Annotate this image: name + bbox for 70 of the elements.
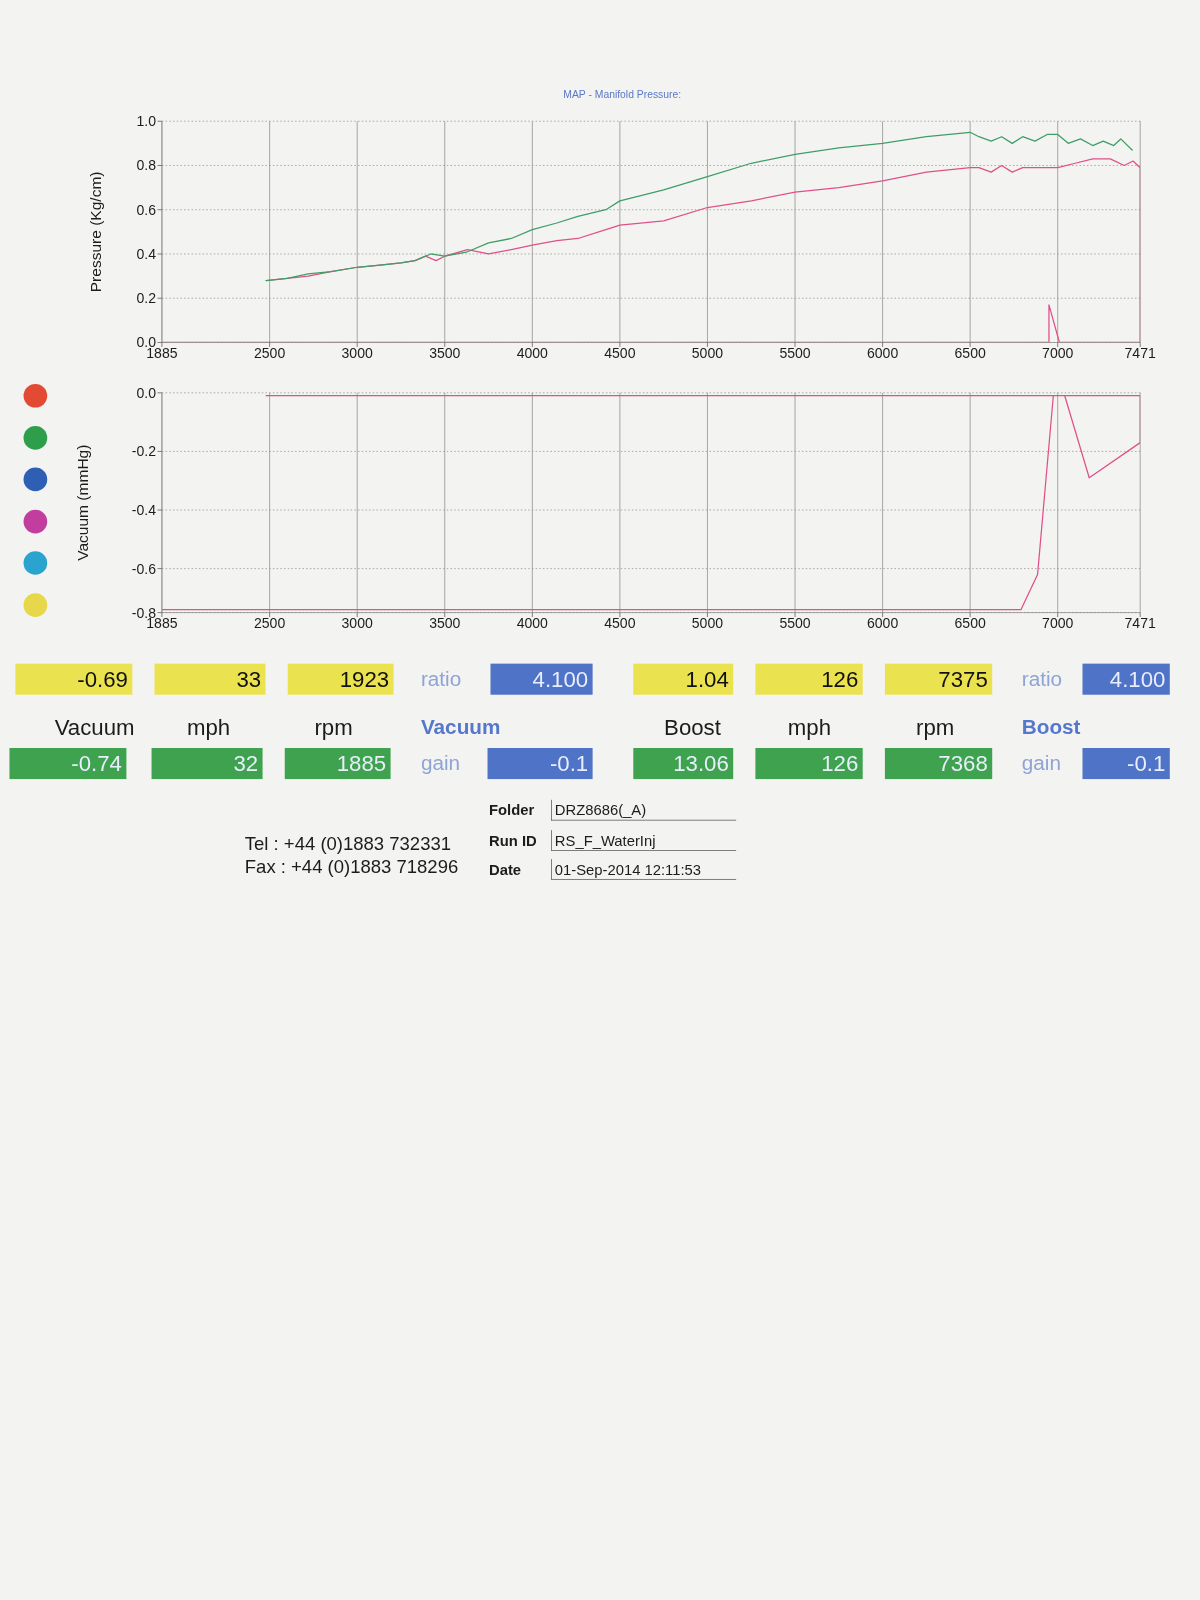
text: -0.69 [77,666,128,692]
text: rpm [314,714,353,740]
x-tick-label: 3500 [429,615,461,632]
text: Vacuum [54,714,135,740]
x-tick-label: 7000 [1042,345,1074,362]
y-axis-title: Vacuum (mmHg) [73,444,91,561]
text: 7368 [938,750,988,776]
x-tick-label: 5000 [691,615,724,632]
x-tick-label: 6500 [954,615,986,632]
text: 1.04 [685,666,729,692]
x-tick-label: 2500 [254,345,286,362]
text: Vacuum [420,715,501,739]
x-tick-label: 5500 [779,615,811,632]
y-tick-label: -0.6 [131,560,157,577]
text: mph [186,714,231,740]
y-tick-label: -0.4 [131,502,157,519]
text: ratio [1021,667,1063,691]
text: 4.100 [1109,666,1166,692]
text: 7375 [938,666,988,692]
chart-subtitle: MAP - Manifold Pressure: [563,87,682,100]
text: 4.100 [532,666,589,692]
x-tick-label: 7471 [1124,615,1157,632]
text: Folder [489,802,535,819]
y-tick-label: 0.6 [136,201,157,218]
text: gain [1021,751,1061,775]
x-tick-label: 7471 [1124,345,1157,362]
text: RS_F_WaterInj [554,831,656,849]
text: Run ID [489,832,537,849]
text: Fax : +44 (0)1883 718296 [244,855,459,877]
text: ratio [420,667,462,691]
x-tick-label: 4500 [604,345,636,362]
text: -0.1 [549,750,589,776]
text: 1885 [336,750,387,776]
y-tick-label: -0.2 [131,443,157,460]
text: -0.74 [71,750,122,776]
y-tick-label: 0.4 [136,245,157,262]
x-tick-label: 5000 [691,345,724,362]
text: rpm [916,714,955,740]
x-tick-label: 4500 [604,615,636,632]
y-tick-label: 0.8 [136,157,157,174]
text: Boost [664,714,721,740]
x-tick-label: 4000 [516,345,549,362]
x-tick-label: 4000 [516,615,549,632]
text: DRZ8686(_A) [554,801,647,818]
text: Tel : +44 (0)1883 732331 [244,832,452,854]
text: 13.06 [673,750,729,776]
y-tick-label: 1.0 [136,113,157,130]
y-tick-label: 0.2 [136,290,157,307]
text: 33 [236,666,262,692]
text: gain [420,751,461,775]
x-tick-label: 5500 [779,345,811,362]
text: 1923 [339,666,390,692]
text: 32 [233,750,259,776]
x-tick-label: 3000 [341,615,373,632]
x-tick-label: 3000 [341,345,373,362]
text: -0.1 [1127,750,1166,776]
text: 126 [821,666,859,692]
text: 126 [821,750,859,776]
x-tick-label: 6500 [954,345,986,362]
text: mph [787,714,832,740]
x-tick-label: 6000 [866,345,899,362]
x-tick-label: 2500 [254,615,286,632]
y-tick-label: 0.0 [136,384,157,401]
x-tick-label: 3500 [429,345,461,362]
y-axis-title: Pressure (Kg/cm) [86,171,104,293]
text: Date [489,861,522,878]
text: 01-Sep-2014 12:11:53 [554,860,702,878]
text: Boost [1021,715,1081,739]
x-tick-label: 6000 [866,615,899,632]
x-tick-label: 7000 [1042,615,1074,632]
